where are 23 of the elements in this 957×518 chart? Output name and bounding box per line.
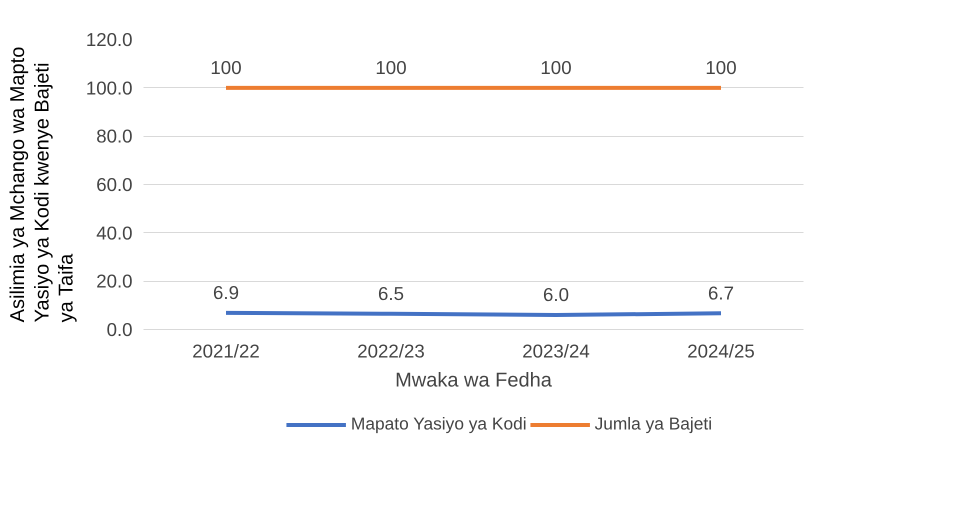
x-axis-title: Mwaka wa Fedha — [395, 370, 553, 392]
data-label: 100 — [375, 56, 407, 78]
y-tick-label: 80.0 — [96, 126, 132, 147]
y-tick-label: 20.0 — [96, 270, 132, 292]
y-tick-label: 40.0 — [96, 222, 132, 244]
data-label: 100 — [705, 56, 737, 78]
y-tick-label: 100.0 — [86, 77, 132, 98]
legend-label: Mapato Yasiyo ya Kodi — [350, 414, 527, 434]
x-tick-label: 2021/22 — [192, 340, 260, 362]
legend-label: Jumla ya Bajeti — [594, 414, 712, 434]
data-label: 6.9 — [213, 282, 239, 303]
y-tick-label: 0.0 — [106, 319, 133, 340]
x-tick-label: 2023/24 — [522, 340, 590, 362]
y-tick-label: 120.0 — [86, 29, 132, 50]
x-tick-label: 2024/25 — [687, 340, 755, 362]
data-label: 100 — [210, 56, 242, 78]
data-label: 100 — [540, 56, 572, 78]
data-label: 6.5 — [378, 282, 404, 304]
y-tick-label: 60.0 — [96, 174, 132, 195]
x-tick-label: 2022/23 — [357, 340, 425, 362]
data-label: 6.0 — [543, 284, 569, 305]
data-label: 6.7 — [708, 282, 734, 304]
y-axis-title: Asilimia ya Mchango wa Mapto Yasiyo ya Kodi kwenye Bajeti ya Taifa — [7, 46, 78, 322]
